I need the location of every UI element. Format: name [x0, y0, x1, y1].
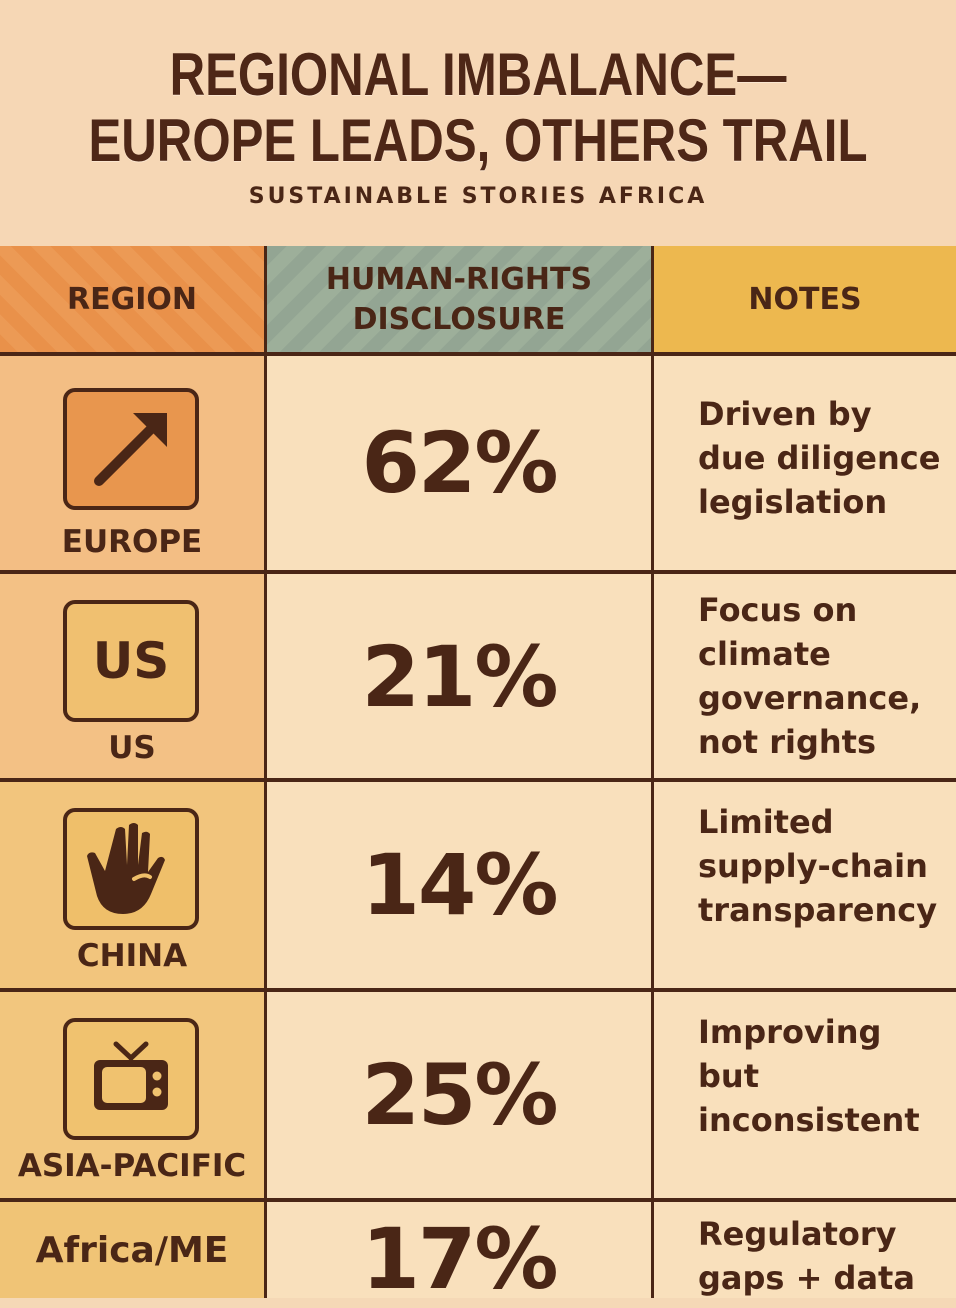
notes-cell: Limited supply-chain transparency [654, 782, 956, 988]
notes-line: inconsistent [698, 1101, 920, 1139]
row-divider [0, 1198, 956, 1202]
notes-line: climate [698, 635, 831, 673]
table-row-us-region: US US [0, 574, 264, 780]
table-row-china-region: CHINA [0, 782, 264, 988]
column-header-label: NOTES [748, 282, 862, 317]
column-header-label: HUMAN-RIGHTS [325, 262, 593, 297]
notes-cell: Improving but inconsistent [654, 992, 956, 1198]
notes-line: Improving [698, 1013, 882, 1051]
notes-line: Regulatory [698, 1215, 897, 1253]
notes-line: but [698, 1057, 759, 1095]
notes-line: gaps + data [698, 1259, 915, 1297]
icon-text: US [92, 632, 170, 690]
table-row-asia-pacific-region: ASIA-PACIFIC [0, 992, 264, 1198]
arrow-up-right-icon [63, 388, 199, 510]
disclosure-value: 62% [267, 356, 651, 570]
notes-line: due diligence [698, 439, 941, 477]
header-divider [0, 352, 956, 356]
table-row-africa-me-region: Africa/ME [0, 1202, 264, 1298]
column-header-region: REGION [0, 246, 264, 354]
table-row-europe-region: EUROPE [0, 356, 264, 570]
title-line-1: REGIONAL IMBALANCE— [169, 41, 787, 108]
region-label: ASIA-PACIFIC [17, 1148, 247, 1184]
subtitle: SUSTAINABLE STORIES AFRICA [248, 184, 708, 209]
notes-line: Focus on [698, 591, 858, 629]
column-divider [651, 246, 654, 1298]
tv-icon [63, 1018, 199, 1140]
disclosure-table: REGION HUMAN-RIGHTS DISCLOSURE NOTES EURO… [0, 246, 956, 1308]
hand-icon [63, 808, 199, 930]
row-divider [0, 988, 956, 992]
column-divider [264, 246, 267, 1298]
region-label: Africa/ME [35, 1230, 229, 1271]
row-divider [0, 570, 956, 574]
disclosure-value: 17% [267, 1202, 651, 1308]
disclosure-value: 14% [267, 782, 651, 988]
header: REGIONAL IMBALANCE— EUROPE LEADS, OTHERS… [0, 0, 956, 246]
region-label: CHINA [76, 938, 188, 974]
notes-line: governance, [698, 679, 922, 717]
us-text-icon: US [63, 600, 199, 722]
disclosure-value: 21% [267, 574, 651, 780]
notes-line: not rights [698, 723, 876, 761]
region-label: US [108, 730, 156, 766]
column-header-notes: NOTES [654, 246, 956, 354]
column-header-label: REGION [67, 282, 197, 317]
notes-line: legislation [698, 483, 888, 521]
notes-cell: Driven by due diligence legislation [654, 356, 956, 570]
row-divider [0, 778, 956, 782]
notes-line: supply-chain [698, 847, 928, 885]
column-header-disclosure: HUMAN-RIGHTS DISCLOSURE [267, 246, 651, 354]
notes-line: Limited [698, 803, 834, 841]
notes-cell: Regulatory gaps + data [654, 1202, 956, 1298]
region-label: EUROPE [61, 524, 203, 560]
disclosure-value: 25% [267, 992, 651, 1198]
title-line-2: EUROPE LEADS, OTHERS TRAIL [88, 107, 868, 174]
notes-cell: Focus on climate governance, not rights [654, 574, 956, 780]
notes-line: Driven by [698, 395, 872, 433]
notes-line: transparency [698, 891, 938, 929]
column-header-label: DISCLOSURE [352, 302, 566, 337]
